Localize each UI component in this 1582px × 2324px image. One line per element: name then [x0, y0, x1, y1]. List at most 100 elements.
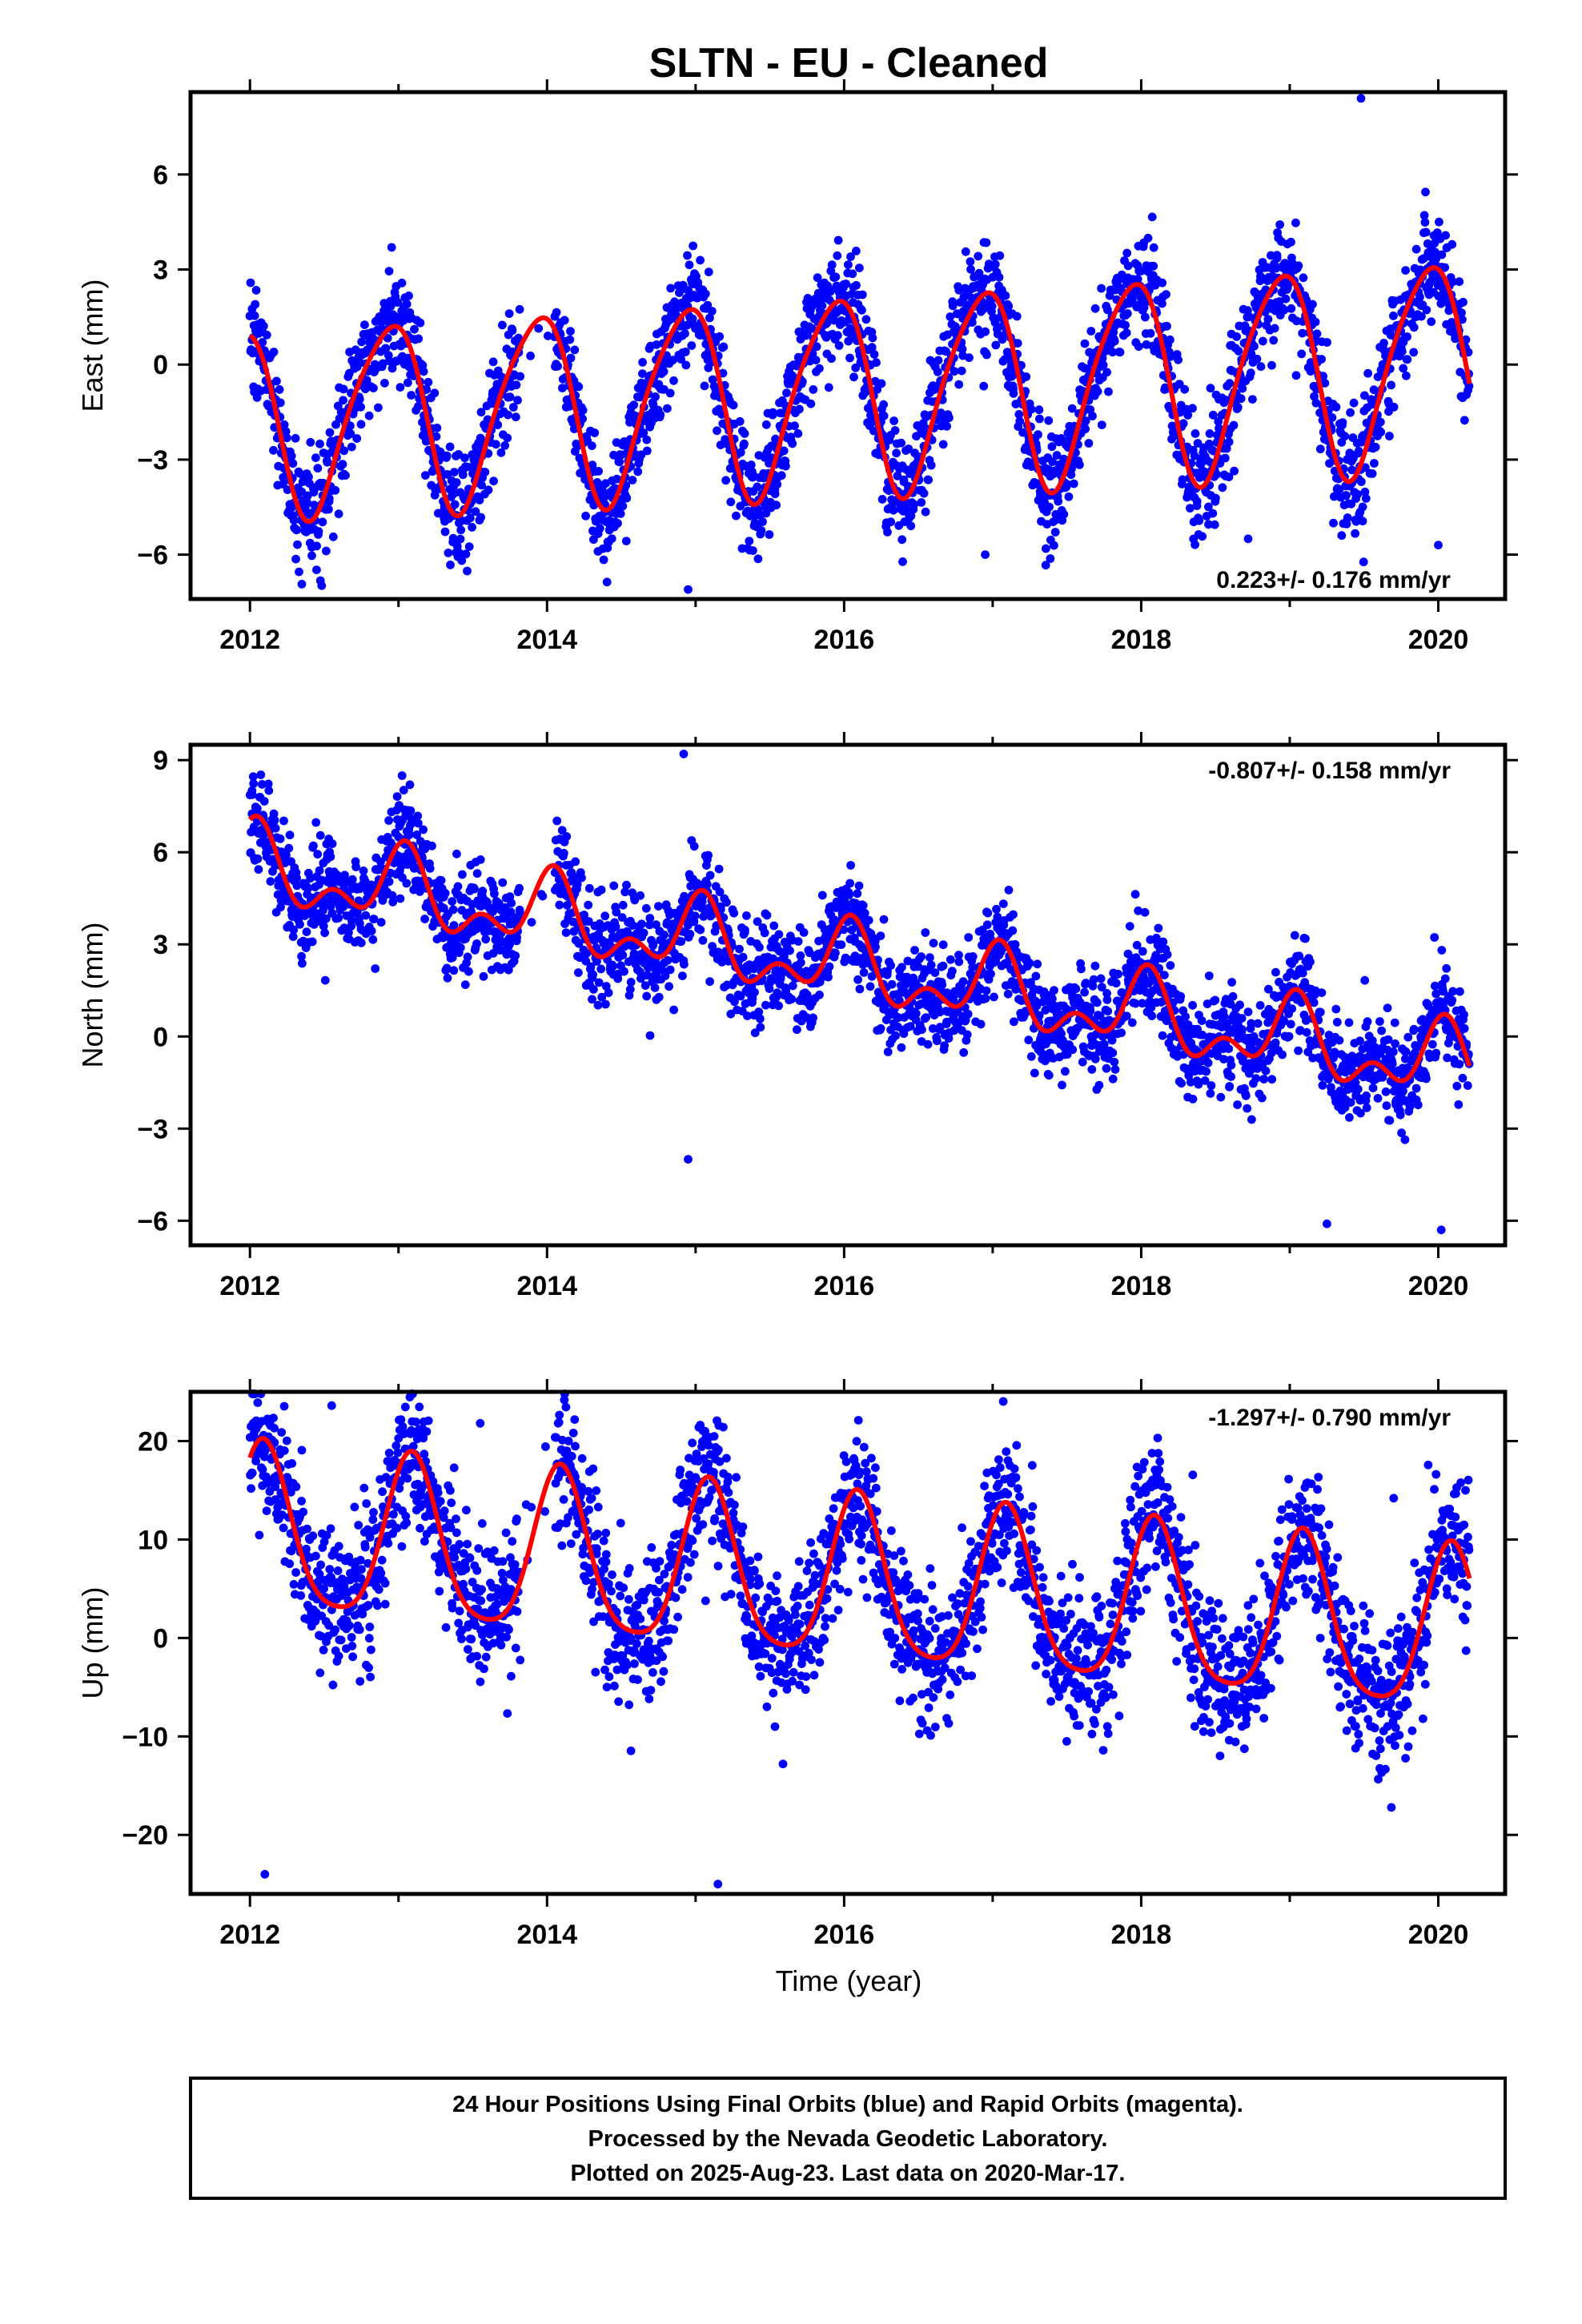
data-point	[281, 427, 291, 436]
data-point	[831, 948, 840, 958]
data-point	[472, 869, 482, 879]
outlier-point	[684, 585, 693, 594]
data-point	[1195, 516, 1204, 525]
data-point	[772, 501, 781, 510]
data-point	[1121, 320, 1130, 330]
data-point	[1237, 1014, 1247, 1023]
data-point	[1353, 489, 1362, 499]
data-point	[833, 331, 842, 340]
data-point	[1337, 531, 1347, 541]
data-point	[1050, 541, 1058, 550]
data-point	[247, 790, 257, 799]
data-point	[1216, 1092, 1226, 1102]
data-point	[1340, 432, 1350, 441]
data-point	[879, 400, 888, 409]
data-point	[741, 925, 749, 935]
data-point	[578, 405, 588, 415]
data-point	[769, 921, 779, 931]
data-point	[1243, 1104, 1252, 1113]
data-point	[618, 951, 628, 960]
data-point	[584, 883, 594, 893]
data-point	[921, 928, 930, 937]
data-point	[1117, 1028, 1126, 1038]
data-point	[1308, 300, 1317, 309]
data-point	[687, 341, 697, 350]
data-point	[361, 911, 371, 920]
data-point	[381, 344, 391, 353]
data-point	[1331, 402, 1341, 412]
data-point	[1003, 989, 1013, 999]
data-point	[376, 918, 386, 927]
data-point	[577, 873, 586, 883]
data-point	[270, 815, 279, 825]
data-point	[1389, 402, 1399, 412]
data-point	[976, 1019, 986, 1029]
data-point	[1389, 312, 1398, 320]
data-point	[1138, 947, 1147, 956]
data-point	[1188, 1095, 1198, 1104]
data-point	[853, 975, 862, 984]
data-point	[1287, 304, 1296, 313]
data-point	[1044, 416, 1054, 425]
data-point	[957, 366, 966, 376]
data-point	[629, 400, 639, 410]
data-point	[1402, 371, 1411, 380]
data-point	[1312, 329, 1322, 339]
data-point	[890, 426, 900, 435]
data-point	[715, 332, 725, 341]
data-point	[306, 437, 315, 447]
data-point	[1166, 961, 1175, 970]
data-point	[347, 916, 356, 925]
data-point	[707, 307, 717, 316]
data-point	[1154, 923, 1163, 933]
data-point	[1174, 355, 1182, 364]
data-point	[806, 399, 816, 408]
x-tick-label: 2018	[1111, 625, 1172, 655]
data-point	[512, 380, 521, 390]
data-point	[1099, 1039, 1109, 1049]
data-point	[369, 384, 378, 392]
data-point	[876, 931, 885, 940]
y-tick-label: 3	[153, 255, 168, 286]
data-point	[637, 919, 646, 929]
data-point	[793, 1025, 801, 1035]
data-point	[1225, 379, 1235, 388]
data-point	[346, 429, 355, 439]
data-point	[1197, 1016, 1207, 1025]
data-point	[1158, 1031, 1167, 1040]
data-point	[911, 1009, 921, 1018]
data-point	[926, 953, 934, 963]
data-point	[1048, 994, 1057, 1003]
data-point	[479, 971, 488, 981]
data-point	[553, 361, 562, 371]
data-point	[1203, 1058, 1213, 1068]
data-point	[732, 511, 741, 521]
data-point	[642, 991, 652, 1001]
data-point	[1329, 518, 1338, 528]
data-point	[601, 999, 610, 1009]
data-point	[593, 1000, 603, 1010]
data-point	[414, 401, 423, 411]
data-point	[587, 441, 596, 450]
data-point	[785, 946, 794, 955]
data-point	[665, 965, 675, 975]
data-point	[669, 376, 678, 385]
data-point	[669, 1005, 678, 1015]
data-point	[493, 420, 503, 429]
data-point	[645, 1031, 655, 1040]
data-point	[1220, 453, 1230, 463]
data-point	[929, 939, 938, 948]
data-point	[1162, 950, 1172, 959]
data-point	[452, 541, 462, 551]
data-point	[859, 968, 869, 977]
data-point	[304, 472, 313, 481]
data-point	[645, 914, 655, 923]
data-point	[515, 304, 524, 314]
data-point	[891, 1031, 900, 1040]
data-point	[817, 891, 827, 900]
data-point	[463, 952, 472, 962]
data-point	[921, 1013, 930, 1022]
data-point	[809, 385, 818, 394]
data-point	[324, 494, 334, 503]
data-point	[954, 957, 964, 967]
